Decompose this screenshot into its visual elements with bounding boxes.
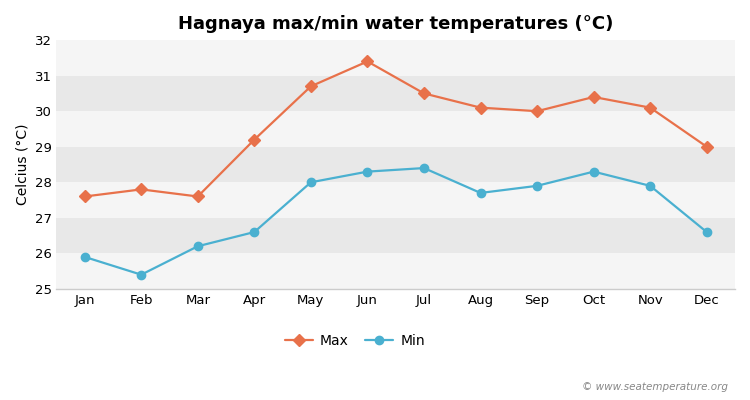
Bar [56, 40, 735, 76]
Max [194, 194, 202, 199]
Bar [56, 147, 735, 182]
Max [250, 137, 259, 142]
Text: © www.seatemperature.org: © www.seatemperature.org [581, 382, 728, 392]
Line: Max: Max [80, 57, 711, 201]
Min [363, 169, 372, 174]
Max [80, 194, 89, 199]
Min [532, 184, 542, 188]
Title: Hagnaya max/min water temperatures (°C): Hagnaya max/min water temperatures (°C) [178, 15, 614, 33]
Max [363, 59, 372, 64]
Bar [56, 182, 735, 218]
Bar [56, 253, 735, 289]
Line: Min: Min [80, 164, 711, 279]
Bar [56, 218, 735, 253]
Max [532, 109, 542, 114]
Min [250, 230, 259, 234]
Min [307, 180, 316, 185]
Min [194, 244, 202, 249]
Max [590, 94, 598, 99]
Min [136, 272, 146, 277]
Min [646, 184, 655, 188]
Max [307, 84, 316, 89]
Min [419, 166, 428, 170]
Max [702, 144, 711, 149]
Y-axis label: Celcius (°C): Celcius (°C) [15, 124, 29, 205]
Bar [56, 111, 735, 147]
Min [702, 230, 711, 234]
Max [419, 91, 428, 96]
Min [476, 190, 485, 195]
Max [136, 187, 146, 192]
Min [590, 169, 598, 174]
Legend: Max, Min: Max, Min [280, 328, 430, 353]
Max [476, 105, 485, 110]
Bar [56, 76, 735, 111]
Min [80, 254, 89, 259]
Max [646, 105, 655, 110]
